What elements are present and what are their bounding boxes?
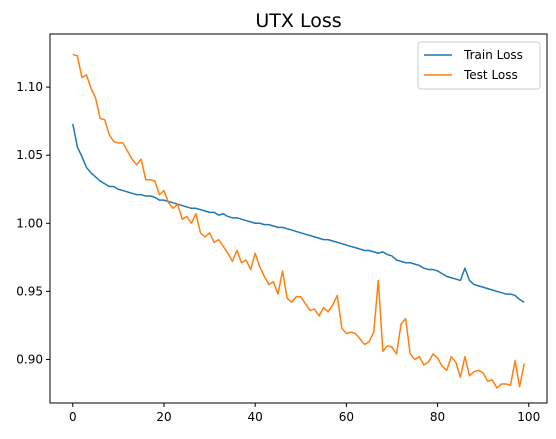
series-line-test-loss [72, 53, 525, 389]
x-tick-label: 60 [339, 410, 354, 424]
chart-title: UTX Loss [255, 10, 341, 32]
y-tick-label: 0.90 [16, 352, 43, 366]
legend-label-test-loss: Test Loss [463, 68, 518, 82]
x-tick-label: 40 [248, 410, 263, 424]
y-tick-label: 0.95 [16, 284, 43, 298]
legend-label-train-loss: Train Loss [463, 48, 523, 62]
x-tick-label: 80 [430, 410, 445, 424]
y-tick-label: 1.05 [16, 148, 43, 162]
series-line-train-loss [72, 123, 525, 303]
series-layer [72, 53, 525, 389]
y-tick-label: 1.10 [16, 80, 43, 94]
y-tick-label: 1.00 [16, 216, 43, 230]
plot-area: 0 20 40 60 80 100 0.90 0.95 1.00 1.05 1.10 [16, 33, 548, 424]
y-axis: 0.90 0.95 1.00 1.05 1.10 [16, 80, 50, 366]
legend: Train Loss Test Loss [417, 41, 541, 90]
x-tick-label: 0 [69, 410, 77, 424]
axes-frame [49, 33, 548, 404]
x-axis: 0 20 40 60 80 100 [69, 403, 540, 424]
x-tick-label: 20 [156, 410, 171, 424]
x-tick-label: 100 [517, 410, 540, 424]
legend-box [417, 41, 541, 90]
